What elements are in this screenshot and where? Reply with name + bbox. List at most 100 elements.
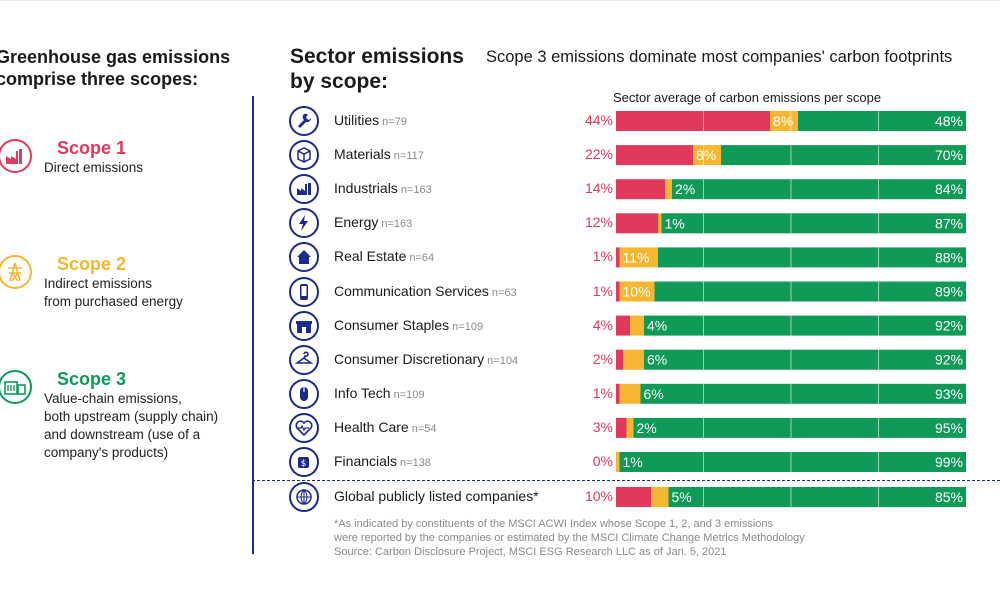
scope3-value-label: 92% [935,352,963,368]
bar-row-industrials: 2% 84% [616,179,966,200]
headline: Scope 3 emissions dominate most companie… [486,48,953,66]
scope2-bar [619,281,655,302]
sector-name: Real Estate [334,248,407,265]
sector-sample-size: n=63 [491,286,517,299]
scope1-value-label: 12% [584,214,613,231]
store-icon [289,310,319,341]
scope1-value-label: 3% [592,418,613,435]
phone-icon [289,276,319,307]
sector-name: Consumer Staples [334,316,450,333]
bar-row-consumer-staples: 4% 92% [616,315,966,336]
scope1-description: Direct emissions [44,160,144,175]
sector-sample-size: n=163 [381,218,413,231]
scope2-bar [658,213,662,234]
hanger-icon [289,344,319,375]
scope2-value-label: 6% [644,386,664,402]
scope3-bar [721,145,966,166]
scope2-value-label: 8% [696,147,716,163]
sector-label-materials: Materials n=117 [334,146,424,162]
sector-sample-size: n=109 [393,388,425,401]
scope2-bar [619,247,658,268]
scope3-bar [644,315,966,336]
scope1-value-label: 1% [592,282,613,299]
scope1-bar [616,487,651,507]
sector-label-consumer-staples: Consumer Staples n=109 [334,317,483,333]
bar-row-info-tech: 6% 93% [616,383,966,404]
scope1-bar [616,417,627,438]
box-icon [289,140,319,171]
heart-icon [289,412,319,443]
money-icon: $ [289,447,319,477]
scope1-value-label: 4% [592,316,613,333]
svg-text:$: $ [301,459,307,469]
scope3-value-label: 88% [935,249,963,265]
sector-label-financials: Financials n=138 [334,453,431,469]
sector-sample-size: n=163 [400,184,432,197]
scope3-description: Value-chain emissions, both upstream (su… [44,391,219,460]
scope3-value-label: 89% [935,284,963,300]
sector-name: Communication Services [334,282,489,299]
bar-row-energy: 1% 87% [616,213,966,234]
scope2-value-label: 4% [647,318,667,334]
sector-label-real-estate: Real Estate n=64 [334,248,434,264]
scope2-value-label: 8% [773,113,793,129]
sector-sample-size: n=109 [452,320,484,333]
scope3-value-label: 85% [935,489,963,505]
sector-sample-size: n=117 [393,150,424,163]
wrench-icon [289,106,319,136]
sector-name: Consumer Discretionary [334,350,485,367]
scope2-name: Scope 2 [57,254,127,274]
sector-label-consumer-discretionary: Consumer Discretionary n=104 [334,351,518,367]
sector-name: Industrials [334,180,398,197]
sector-name: Energy [334,214,379,231]
bar-row-health-care: 2% 95% [616,417,966,438]
scope1-value-label: 1% [592,248,613,265]
scope3-bar [661,213,966,234]
scope1-value-label: 22% [584,146,613,163]
scope3-value-label: 70% [935,147,963,163]
scope1-value-label: 44% [584,112,613,128]
factory-icon [289,174,319,205]
scope3-value-label: 87% [935,215,963,231]
sector-name: Materials [334,146,391,163]
total-separator [252,480,1000,481]
scope2-bar [619,383,641,404]
scope3-value-label: 93% [935,386,963,402]
scope3-bar [644,349,966,370]
sector-sample-size: n=104 [487,354,519,367]
power-tower-icon [0,255,32,289]
scope2-value-label: 2% [637,420,657,436]
scope1-bar [616,349,623,370]
bar-row-financials: 1% 99% [616,452,966,472]
lightning-icon [289,208,319,239]
scope1-value-label: 14% [584,180,613,197]
bar-row-global-publicly-listed-companies: 5% 85% [616,487,966,507]
scope3-bar [619,452,966,472]
scope3-bar [633,417,966,438]
scope3-name: Scope 3 [57,369,127,389]
supply-chain-icon [0,370,32,404]
scope3-bar [640,383,966,404]
globe-icon [289,482,319,512]
sector-label-communication-services: Communication Services n=63 [334,283,517,299]
sector-name: Utilities [334,112,380,128]
scope1-bar [616,315,630,336]
scope3-value-label: 92% [935,318,963,334]
scope3-bar [668,487,966,507]
scope3-value-label: 48% [935,113,963,129]
scope1-bar [616,281,620,302]
scope2-bar [626,417,634,438]
scope1-name: Scope 1 [57,138,127,158]
sector-label-energy: Energy n=163 [334,214,412,230]
sector-label-utilities: Utilities n=79 [334,112,407,128]
scope1-bar [616,111,770,131]
top-rule [0,0,1000,1]
scope3-value-label: 99% [935,454,963,470]
scope2-value-label: 6% [647,352,667,368]
sector-name: Health Care [334,418,409,435]
scope2-bar [665,179,672,200]
scope2-bar [623,349,644,370]
scope2-value-label: 1% [665,215,685,231]
sector-label-health-care: Health Care n=54 [334,419,436,435]
